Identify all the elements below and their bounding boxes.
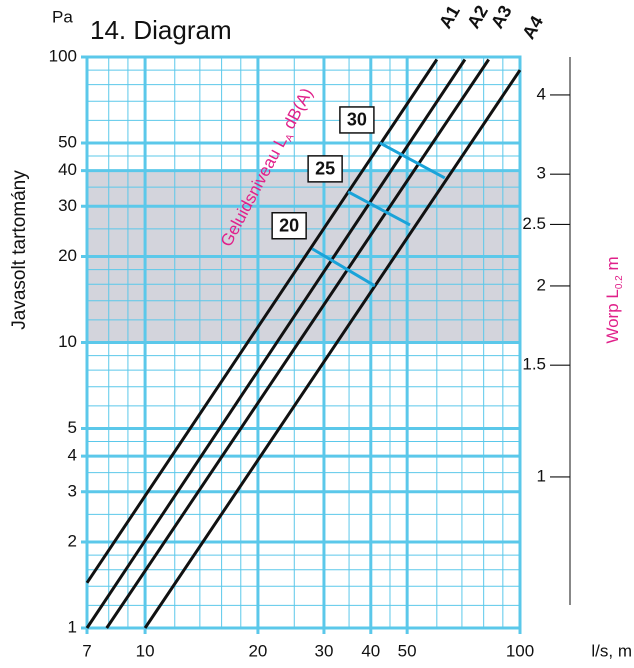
y-tick-label: 1	[68, 617, 77, 636]
series-line	[105, 58, 490, 629]
level-box	[271, 211, 307, 240]
series-label: A2	[463, 2, 492, 32]
y2-tick-label: 2	[537, 275, 546, 294]
series-line	[143, 69, 522, 629]
x-tick-label: 20	[248, 641, 267, 660]
level-line	[379, 141, 446, 180]
level-label-suffix: dB(A)	[278, 85, 317, 136]
y2-axis-label-sub: 0.2	[614, 275, 625, 289]
level-value: 20	[279, 215, 299, 235]
x-tick-label: 7	[82, 641, 91, 660]
series-label: A4	[518, 13, 547, 43]
level-value: 25	[315, 159, 335, 179]
level-line	[311, 247, 376, 288]
plot-frame	[85, 55, 522, 630]
series-line	[85, 58, 439, 584]
y-tick-label: 3	[68, 481, 77, 500]
y-tick-label: 10	[58, 332, 77, 351]
y2-tick-label: 1.5	[522, 355, 546, 374]
y-tick-label: 2	[68, 532, 77, 551]
series-label: A1	[435, 2, 464, 32]
x-tick-label: 30	[314, 641, 333, 660]
x-tick-label: 50	[398, 641, 417, 660]
y-axis-label: Javasolt tartomány	[9, 170, 30, 330]
y-tick-label: 40	[58, 160, 77, 179]
level-box	[339, 106, 375, 134]
level-box	[307, 155, 343, 183]
y-tick-label: 30	[58, 196, 77, 215]
chart-title: 14. Diagram	[90, 15, 232, 45]
x-axis-label: l/s, m	[591, 641, 632, 660]
y2-tick-label: 1	[537, 466, 546, 485]
level-label-sub: A	[284, 132, 297, 143]
y2-tick-label: 4	[537, 84, 546, 103]
x-tick-label: 40	[361, 641, 380, 660]
x-tick-label: 10	[136, 641, 155, 660]
y-tick-label: 20	[58, 246, 77, 265]
y-tick-label: 50	[58, 132, 77, 151]
x-tick-label: 100	[506, 641, 534, 660]
series-label: A3	[487, 2, 516, 32]
y-tick-label: 4	[68, 446, 77, 465]
y-tick-label: 5	[68, 418, 77, 437]
y2-axis-label-suffix: m	[603, 256, 622, 275]
level-value: 30	[347, 110, 367, 130]
y2-tick-label: 2.5	[522, 214, 546, 233]
level-line	[347, 190, 411, 227]
y2-tick-label: 3	[537, 164, 546, 183]
y2-axis-label: Worp L0.2 m	[603, 256, 625, 343]
y-unit: Pa	[52, 7, 73, 26]
y-tick-label: 100	[49, 46, 77, 65]
y2-axis-label-main: Worp L	[603, 289, 622, 344]
